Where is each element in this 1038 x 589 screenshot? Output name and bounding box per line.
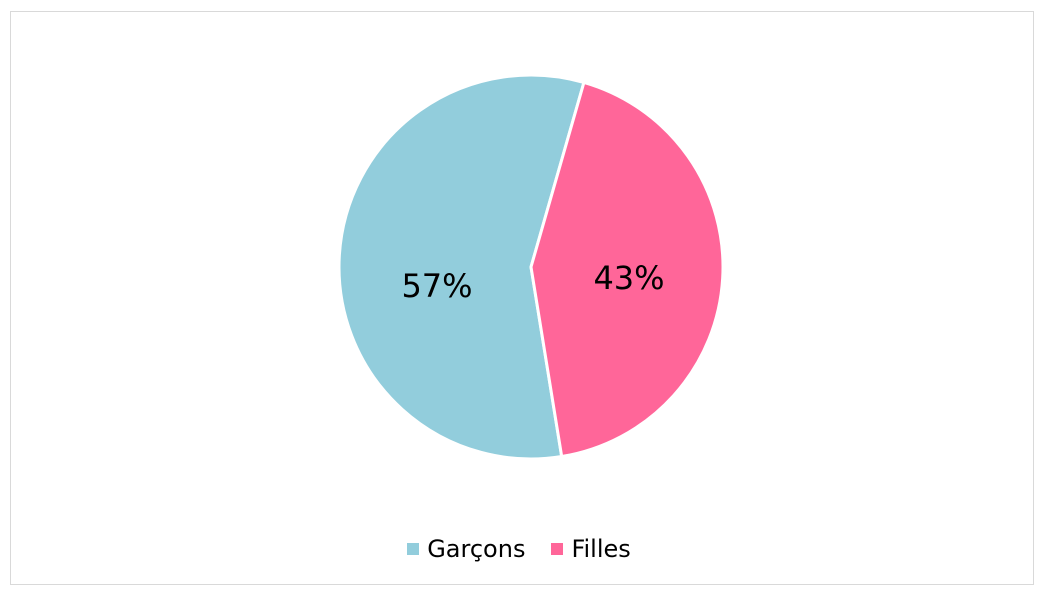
legend: Garçons Filles: [0, 533, 1038, 565]
legend-label-garcons: Garçons: [427, 535, 526, 563]
legend-swatch-garcons: [407, 543, 420, 555]
data-label-filles: 43%: [593, 259, 664, 297]
legend-label-filles: Filles: [571, 535, 631, 563]
legend-item-filles: Filles: [551, 535, 631, 563]
data-label-garcons: 57%: [401, 267, 472, 305]
legend-swatch-filles: [551, 543, 564, 555]
slice-filles: [529, 80, 725, 459]
slice-garcons: [337, 73, 586, 461]
legend-item-garcons: Garçons: [407, 535, 525, 563]
